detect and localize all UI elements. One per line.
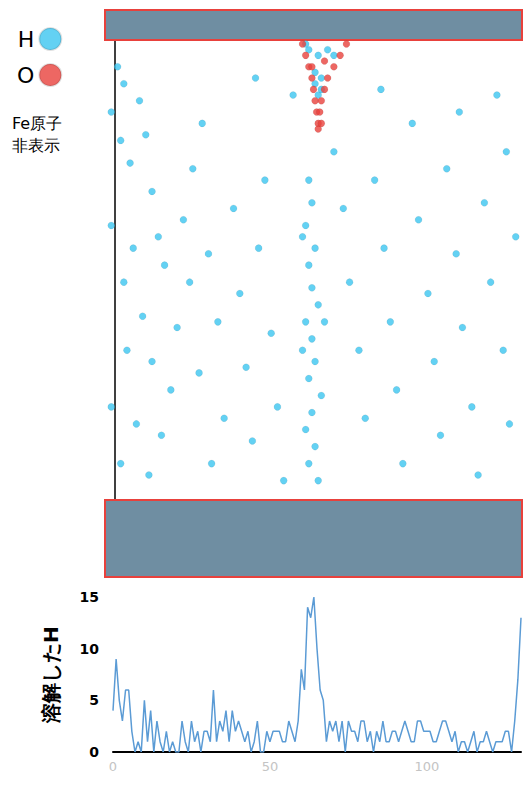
svg-text:15: 15 xyxy=(80,589,99,605)
svg-text:10: 10 xyxy=(80,641,100,657)
svg-text:0: 0 xyxy=(89,744,99,760)
svg-text:5: 5 xyxy=(89,692,99,708)
svg-text:H: H xyxy=(18,27,35,52)
svg-text:Fe原子: Fe原子 xyxy=(12,114,62,133)
svg-text:溶解したH: 溶解したH xyxy=(39,626,63,724)
svg-text:O: O xyxy=(17,63,34,88)
svg-text:非表示: 非表示 xyxy=(12,136,60,155)
svg-text:50: 50 xyxy=(262,759,279,774)
svg-text:0: 0 xyxy=(109,759,117,774)
svg-text:100: 100 xyxy=(414,759,439,774)
